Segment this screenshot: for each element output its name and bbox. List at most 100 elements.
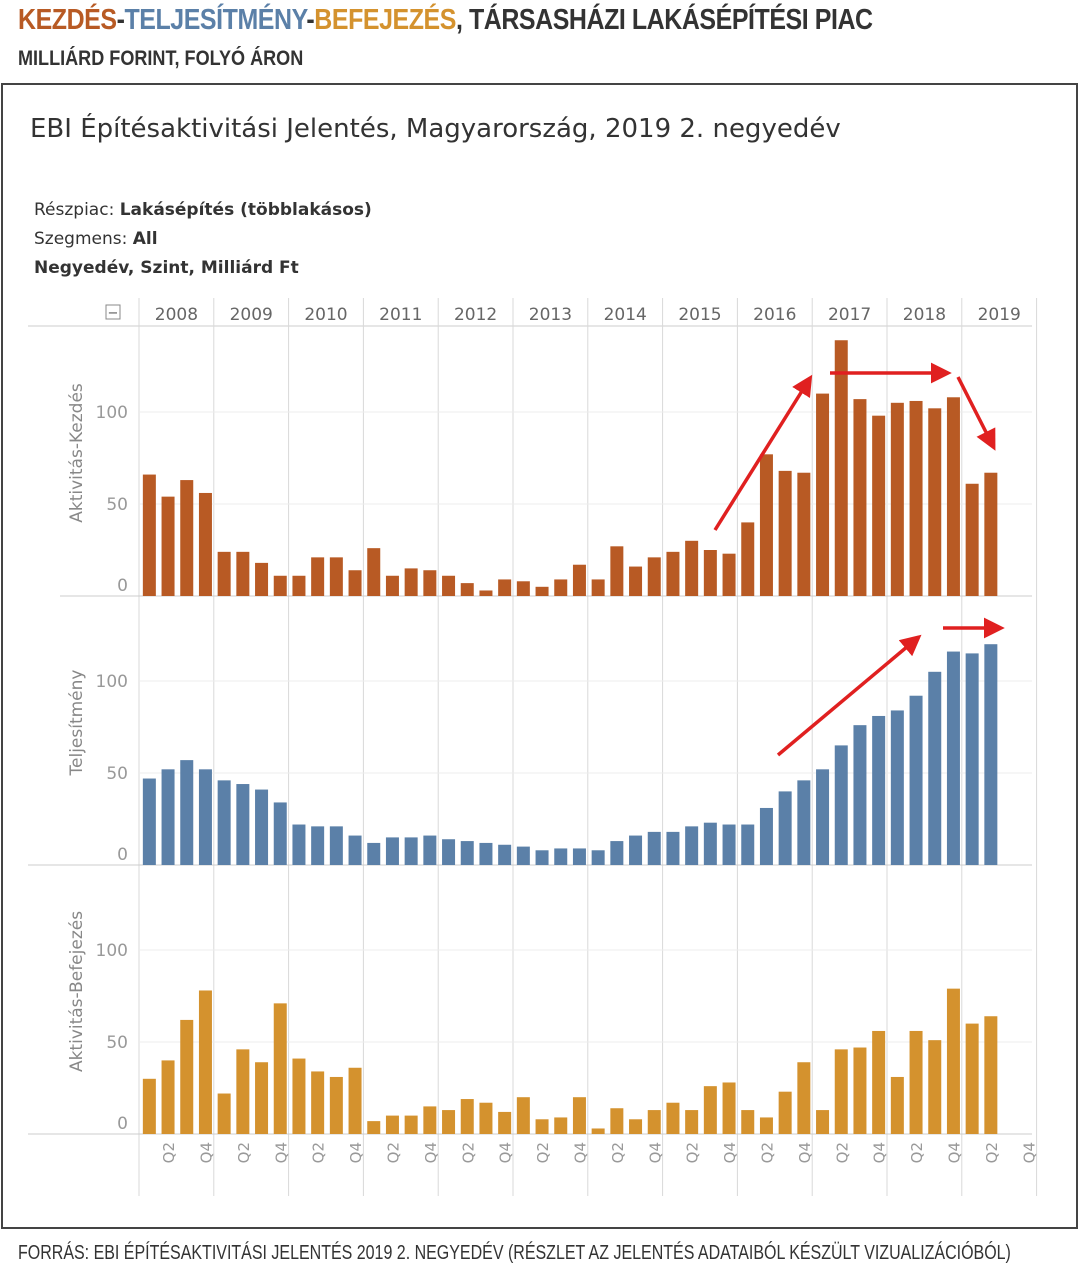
bar-0-31 <box>722 553 736 596</box>
y-axis-title-0: Aktivitás-Kezdés <box>67 383 87 523</box>
bar-2-8 <box>292 1058 306 1134</box>
bar-0-14 <box>404 568 418 596</box>
bar-0-25 <box>610 546 624 596</box>
bar-2-23 <box>572 1097 586 1134</box>
chart-frame <box>1 83 1078 1229</box>
year-label-2010: 2010 <box>304 305 347 325</box>
bar-0-45 <box>984 472 998 596</box>
quarter-label: Q4 <box>796 1142 814 1163</box>
bar-1-2 <box>180 760 194 865</box>
header-kezdes: KEZDÉS <box>18 4 117 36</box>
bar-1-38 <box>853 725 867 865</box>
bar-0-21 <box>535 586 549 596</box>
meta-line-1-value: Lakásépítés (többlakásos) <box>119 200 372 220</box>
bar-1-12 <box>367 842 381 865</box>
bar-2-34 <box>778 1091 792 1134</box>
bar-2-11 <box>348 1067 362 1134</box>
header-befejezes: BEFEJEZÉS <box>314 4 456 36</box>
bar-1-5 <box>236 784 250 865</box>
bar-2-15 <box>423 1106 437 1134</box>
bar-1-43 <box>946 651 960 865</box>
bar-2-4 <box>217 1093 231 1134</box>
bar-1-37 <box>834 745 848 865</box>
quarter-label: Q4 <box>871 1142 889 1163</box>
bar-1-44 <box>965 653 979 865</box>
bar-2-19 <box>498 1111 512 1134</box>
bar-2-40 <box>890 1076 904 1134</box>
y-tick-label: 50 <box>106 495 128 515</box>
bar-1-25 <box>610 841 624 865</box>
y-axis-title-1: Teljesítmény <box>67 670 87 777</box>
quarter-label: Q2 <box>684 1142 702 1163</box>
bar-0-41 <box>909 400 923 596</box>
page-subtitle: MILLIÁRD FORINT, FOLYÓ ÁRON <box>18 47 304 70</box>
bar-1-22 <box>554 848 568 865</box>
bar-2-20 <box>516 1097 530 1134</box>
bar-1-42 <box>928 671 942 865</box>
bar-0-37 <box>834 340 848 596</box>
y-tick-label: 0 <box>117 576 128 596</box>
quarter-label: Q2 <box>459 1142 477 1163</box>
quarter-label: Q2 <box>833 1142 851 1163</box>
quarter-label: Q2 <box>235 1142 253 1163</box>
bar-2-39 <box>872 1030 886 1134</box>
bar-0-6 <box>255 562 269 596</box>
quarter-label: Q4 <box>721 1142 739 1163</box>
meta-line-3-value: Negyedév, Szint, Milliárd Ft <box>34 258 299 278</box>
bar-2-31 <box>722 1082 736 1134</box>
bar-1-28 <box>666 831 680 865</box>
collapse-icon-symbol: − <box>108 306 119 321</box>
bar-1-41 <box>909 695 923 865</box>
bar-2-27 <box>647 1110 661 1134</box>
bar-0-29 <box>685 540 699 596</box>
bar-1-13 <box>385 837 399 865</box>
quarter-label: Q4 <box>571 1142 589 1163</box>
bar-0-35 <box>797 472 811 596</box>
bar-2-29 <box>685 1110 699 1134</box>
bar-0-13 <box>385 575 399 596</box>
year-label-2017: 2017 <box>828 305 871 325</box>
bar-2-22 <box>554 1117 568 1134</box>
bar-1-1 <box>161 769 175 865</box>
quarter-label: Q2 <box>983 1142 1001 1163</box>
bar-1-29 <box>685 826 699 865</box>
bar-2-0 <box>142 1078 156 1134</box>
bar-0-15 <box>423 570 437 596</box>
quarter-label: Q4 <box>497 1142 515 1163</box>
header-rest: , TÁRSASHÁZI LAKÁSÉPÍTÉSI PIAC <box>455 4 873 36</box>
bar-1-31 <box>722 824 736 865</box>
bar-0-2 <box>180 480 194 596</box>
trend-arrow <box>776 634 922 757</box>
bar-1-30 <box>703 822 717 865</box>
bar-0-27 <box>647 557 661 596</box>
quarter-label: Q4 <box>197 1142 215 1163</box>
year-label-2013: 2013 <box>529 305 572 325</box>
y-tick-label: 50 <box>106 764 128 784</box>
bar-0-33 <box>759 454 773 596</box>
year-label-2009: 2009 <box>230 305 273 325</box>
bar-2-18 <box>479 1102 493 1134</box>
bar-0-11 <box>348 570 362 596</box>
bar-0-7 <box>273 575 287 596</box>
bar-0-28 <box>666 551 680 596</box>
bar-1-7 <box>273 802 287 865</box>
bar-1-24 <box>591 850 605 865</box>
bar-2-1 <box>161 1060 175 1134</box>
year-label-2008: 2008 <box>155 305 198 325</box>
bar-0-40 <box>890 402 904 596</box>
bar-1-17 <box>460 841 474 865</box>
quarter-label: Q4 <box>272 1142 290 1163</box>
bar-1-11 <box>348 835 362 865</box>
bar-2-26 <box>629 1119 643 1134</box>
year-label-2016: 2016 <box>753 305 796 325</box>
year-label-2011: 2011 <box>379 305 422 325</box>
bar-1-9 <box>311 826 325 865</box>
meta-line-2-value: All <box>132 229 158 249</box>
bar-2-38 <box>853 1047 867 1134</box>
bar-1-20 <box>516 846 530 865</box>
bar-2-24 <box>591 1128 605 1134</box>
trend-arrow <box>713 374 813 531</box>
meta-line-2: Szegmens: All <box>34 229 158 249</box>
bar-0-34 <box>778 470 792 596</box>
